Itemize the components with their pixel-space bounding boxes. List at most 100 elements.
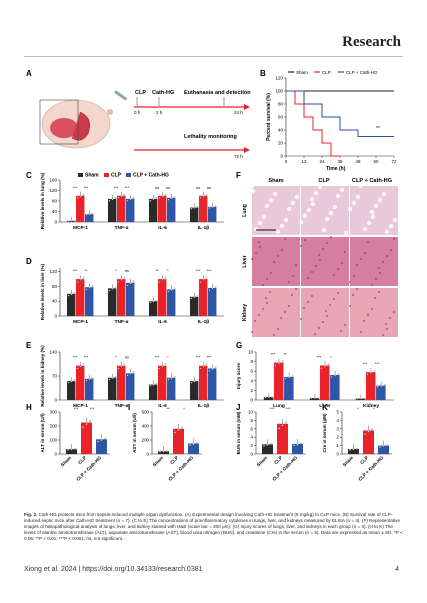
survival-chart: 0 12 24 36 48 60 72 0 20 40 60 80 100 120 Time (h) Perc… bbox=[266, 70, 397, 172]
bar-clp bbox=[157, 195, 167, 222]
significance-mark: ns bbox=[166, 185, 170, 190]
bar-sham bbox=[262, 444, 273, 454]
tissue-texture bbox=[286, 206, 292, 212]
histology-column-label: CLP + Cath-HG bbox=[352, 178, 392, 184]
data-point bbox=[70, 448, 73, 451]
category-label: MCP-1 bbox=[73, 403, 88, 409]
group-label: CLP bbox=[273, 455, 283, 465]
tissue-texture bbox=[343, 323, 347, 327]
significance-mark: *** bbox=[125, 185, 130, 190]
y-tick-label: 0 bbox=[251, 452, 254, 457]
tissue-texture bbox=[385, 254, 389, 258]
bar-sham bbox=[189, 207, 199, 222]
tissue-texture bbox=[279, 316, 283, 320]
bar-clp-cath-hg bbox=[85, 378, 94, 400]
data-point bbox=[263, 444, 265, 447]
data-point bbox=[108, 289, 111, 292]
y-tick-label: 8 bbox=[251, 418, 254, 423]
data-point bbox=[199, 367, 202, 370]
data-point bbox=[288, 376, 290, 379]
tissue-texture bbox=[318, 258, 322, 262]
tissue-texture bbox=[279, 223, 285, 229]
data-point bbox=[91, 377, 94, 379]
bar-clp bbox=[81, 422, 92, 454]
tissue-texture bbox=[355, 194, 361, 200]
data-point bbox=[278, 362, 280, 365]
y-axis-label: Percent survival (%) bbox=[266, 93, 272, 141]
group-label: Sham bbox=[60, 455, 72, 467]
data-point bbox=[274, 364, 277, 367]
bar-clp-cath-hg bbox=[378, 445, 389, 454]
series-line-clp bbox=[286, 90, 340, 157]
legend-label: CLP + Cath-HG bbox=[346, 70, 378, 75]
y-tick-label: 120 bbox=[275, 76, 283, 81]
significance-mark: * bbox=[330, 354, 332, 359]
category-label: IL-6 bbox=[158, 225, 167, 231]
data-point bbox=[111, 288, 114, 290]
significance-mark: *** bbox=[375, 361, 380, 366]
tissue-texture bbox=[392, 217, 398, 223]
tissue-texture bbox=[261, 214, 267, 220]
journal-title: Research bbox=[342, 34, 401, 50]
caption-lead: Fig. 2. bbox=[24, 512, 38, 517]
data-point bbox=[380, 385, 382, 387]
y-tick-label: 0 bbox=[250, 398, 253, 403]
tissue-texture bbox=[363, 251, 367, 255]
significance-mark: * bbox=[373, 406, 375, 411]
tissue-texture bbox=[306, 300, 310, 304]
data-point bbox=[202, 195, 205, 198]
data-point bbox=[149, 199, 152, 202]
footer-citation[interactable]: Xiong et al. 2024 | https://doi.org/10.3… bbox=[24, 566, 203, 573]
y-axis-label: AST in serum (U/l) bbox=[132, 413, 137, 453]
tissue-texture bbox=[250, 257, 254, 261]
category-label: Liver bbox=[319, 403, 331, 409]
tissue-texture bbox=[370, 283, 374, 287]
category-label: TNF-α bbox=[115, 225, 129, 231]
data-point bbox=[149, 384, 152, 387]
bar-clp-cath-hg bbox=[284, 376, 294, 400]
bar-clp bbox=[75, 195, 85, 222]
bar-clp-cath-hg bbox=[167, 289, 176, 316]
tissue-texture bbox=[332, 273, 336, 277]
tissue-texture bbox=[265, 277, 269, 281]
significance-mark: * bbox=[167, 355, 169, 360]
tissue-texture bbox=[257, 220, 263, 226]
y-tick-label: 200 bbox=[142, 438, 150, 443]
tissue-texture bbox=[339, 187, 345, 193]
panel-label: H bbox=[26, 403, 32, 412]
data-point bbox=[383, 384, 386, 386]
data-point bbox=[296, 443, 299, 446]
data-point bbox=[364, 433, 366, 435]
significance-mark: ** bbox=[376, 126, 380, 132]
tissue-texture bbox=[283, 237, 287, 241]
data-point bbox=[208, 370, 211, 372]
bar-clp bbox=[198, 365, 208, 400]
y-tick-label: 10 bbox=[248, 350, 254, 355]
data-point bbox=[70, 220, 73, 222]
bar-clp bbox=[116, 279, 126, 316]
data-point bbox=[73, 220, 76, 222]
data-point bbox=[120, 365, 123, 368]
tissue-texture bbox=[373, 296, 377, 300]
data-point bbox=[82, 276, 85, 279]
y-axis-label: Relative levels in liver (%) bbox=[40, 263, 45, 320]
tissue-texture bbox=[381, 260, 385, 264]
panel-d: D 0 40 80 120 Relative levels in liver (%) MCP… bbox=[26, 257, 224, 325]
significance-mark: *** bbox=[270, 406, 275, 411]
data-point bbox=[291, 375, 294, 377]
data-point bbox=[152, 300, 155, 303]
significance-mark: *** bbox=[317, 354, 322, 359]
tissue-texture bbox=[306, 276, 310, 280]
legend-label: CLP + Cath-HG bbox=[133, 173, 169, 179]
significance-mark: *** bbox=[196, 355, 201, 360]
data-point bbox=[174, 431, 176, 434]
y-tick-label: 80 bbox=[278, 102, 284, 107]
group-label: Sham bbox=[256, 455, 268, 467]
bar-clp-cath-hg bbox=[85, 287, 94, 316]
data-point bbox=[70, 380, 73, 383]
data-point bbox=[117, 367, 120, 370]
tissue-texture bbox=[321, 247, 325, 251]
data-point bbox=[192, 443, 195, 445]
